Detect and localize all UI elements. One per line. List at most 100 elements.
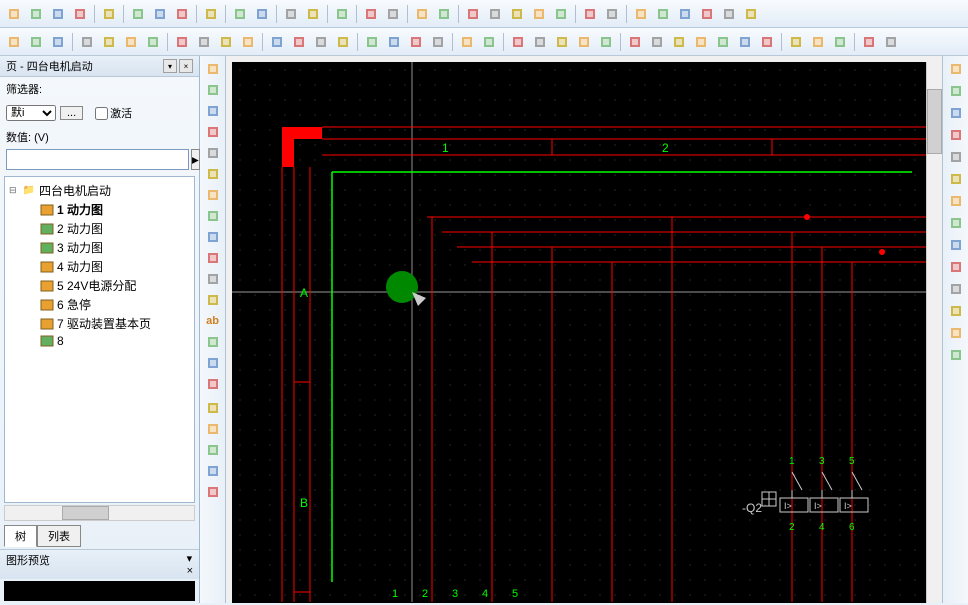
line-icon[interactable]: [203, 60, 223, 78]
r3-icon[interactable]: [946, 104, 966, 122]
r14-icon[interactable]: [946, 346, 966, 364]
eye-icon[interactable]: [203, 270, 223, 288]
r11-icon[interactable]: [946, 280, 966, 298]
f2-icon[interactable]: [384, 32, 404, 52]
i2-icon[interactable]: [647, 32, 667, 52]
refresh-icon[interactable]: [332, 4, 352, 24]
new-icon[interactable]: [4, 4, 24, 24]
activate-checkbox-label[interactable]: 激活: [95, 105, 132, 121]
d2-icon[interactable]: [99, 32, 119, 52]
r1-icon[interactable]: [946, 60, 966, 78]
canvas-vscroll[interactable]: [926, 62, 942, 603]
t2-icon[interactable]: [653, 4, 673, 24]
dim3-icon[interactable]: [203, 375, 223, 393]
text-icon[interactable]: ab: [203, 312, 223, 330]
layer2-icon[interactable]: [383, 4, 403, 24]
preview-close-icon[interactable]: ×: [187, 565, 193, 577]
arc-icon[interactable]: [203, 207, 223, 225]
angle-icon[interactable]: [203, 81, 223, 99]
tree-page-item[interactable]: 7 驱动装置基本页: [25, 314, 192, 333]
filter-select[interactable]: 默i: [6, 105, 56, 121]
f1-icon[interactable]: [362, 32, 382, 52]
ungroup-icon[interactable]: [252, 4, 272, 24]
copy-icon[interactable]: [150, 4, 170, 24]
i5-icon[interactable]: [713, 32, 733, 52]
tree-page-item[interactable]: 8: [25, 333, 192, 349]
redo-icon[interactable]: [303, 4, 323, 24]
r8-icon[interactable]: [946, 214, 966, 232]
e2-icon[interactable]: [289, 32, 309, 52]
tree-page-item[interactable]: 4 动力图: [25, 257, 192, 276]
snap-icon[interactable]: [741, 4, 761, 24]
panel-dropdown-icon[interactable]: ▾: [163, 59, 177, 73]
rect2-icon[interactable]: [203, 144, 223, 162]
end-icon[interactable]: [203, 399, 223, 417]
tree-page-item[interactable]: 1 动力图: [25, 200, 192, 219]
p2-icon[interactable]: [26, 32, 46, 52]
f4-icon[interactable]: [428, 32, 448, 52]
activate-checkbox[interactable]: [95, 107, 108, 120]
select-icon[interactable]: [201, 4, 221, 24]
tree-page-item[interactable]: 6 急停: [25, 295, 192, 314]
group-icon[interactable]: [230, 4, 250, 24]
d3-icon[interactable]: [121, 32, 141, 52]
h1-icon[interactable]: [508, 32, 528, 52]
save-icon[interactable]: [48, 4, 68, 24]
r9-icon[interactable]: [946, 236, 966, 254]
value-input[interactable]: [6, 149, 189, 170]
tree-page-item[interactable]: 3 动力图: [25, 238, 192, 257]
layer1-icon[interactable]: [361, 4, 381, 24]
g2-icon[interactable]: [479, 32, 499, 52]
k2-icon[interactable]: [881, 32, 901, 52]
e3-icon[interactable]: [311, 32, 331, 52]
circle-icon[interactable]: [203, 165, 223, 183]
tools-icon[interactable]: [99, 4, 119, 24]
tree-hscroll[interactable]: [4, 505, 195, 521]
t1-icon[interactable]: [631, 4, 651, 24]
window-icon[interactable]: [434, 4, 454, 24]
h3-icon[interactable]: [552, 32, 572, 52]
c4-icon[interactable]: [238, 32, 258, 52]
tree-page-item[interactable]: 5 24V电源分配: [25, 276, 192, 295]
h4-icon[interactable]: [574, 32, 594, 52]
r2-icon[interactable]: [946, 82, 966, 100]
poly-icon[interactable]: [203, 102, 223, 120]
d4-icon[interactable]: [143, 32, 163, 52]
r13-icon[interactable]: [946, 324, 966, 342]
h2-icon[interactable]: [530, 32, 550, 52]
i4-icon[interactable]: [691, 32, 711, 52]
align-icon[interactable]: [719, 4, 739, 24]
t3-icon[interactable]: [675, 4, 695, 24]
g1-icon[interactable]: [457, 32, 477, 52]
dim-icon[interactable]: [203, 333, 223, 351]
r7-icon[interactable]: [946, 192, 966, 210]
r12-icon[interactable]: [946, 302, 966, 320]
i1-icon[interactable]: [625, 32, 645, 52]
value-go-button[interactable]: ▸: [191, 149, 200, 170]
j3-icon[interactable]: [830, 32, 850, 52]
c3-icon[interactable]: [216, 32, 236, 52]
d1-icon[interactable]: [77, 32, 97, 52]
j2-icon[interactable]: [808, 32, 828, 52]
collapse-icon[interactable]: ⊟: [9, 185, 19, 196]
schematic-canvas[interactable]: 12AB12345-Q21I>23I>45I>6: [232, 62, 926, 603]
paste-icon[interactable]: [172, 4, 192, 24]
panel-close-icon[interactable]: ×: [179, 59, 193, 73]
i3-icon[interactable]: [669, 32, 689, 52]
c1-icon[interactable]: [172, 32, 192, 52]
filter-more-button[interactable]: ...: [60, 106, 83, 120]
cut-icon[interactable]: [128, 4, 148, 24]
print-icon[interactable]: [70, 4, 90, 24]
plugin-icon[interactable]: [48, 32, 68, 52]
undo-icon[interactable]: [281, 4, 301, 24]
r5-icon[interactable]: [946, 148, 966, 166]
h5-icon[interactable]: [596, 32, 616, 52]
c2-icon[interactable]: [194, 32, 214, 52]
tab-list[interactable]: 列表: [37, 525, 81, 547]
spline-icon[interactable]: [203, 249, 223, 267]
open-icon[interactable]: [26, 4, 46, 24]
e1-icon[interactable]: [267, 32, 287, 52]
rect-icon[interactable]: [203, 123, 223, 141]
back-icon[interactable]: [580, 4, 600, 24]
join-icon[interactable]: [203, 462, 223, 480]
